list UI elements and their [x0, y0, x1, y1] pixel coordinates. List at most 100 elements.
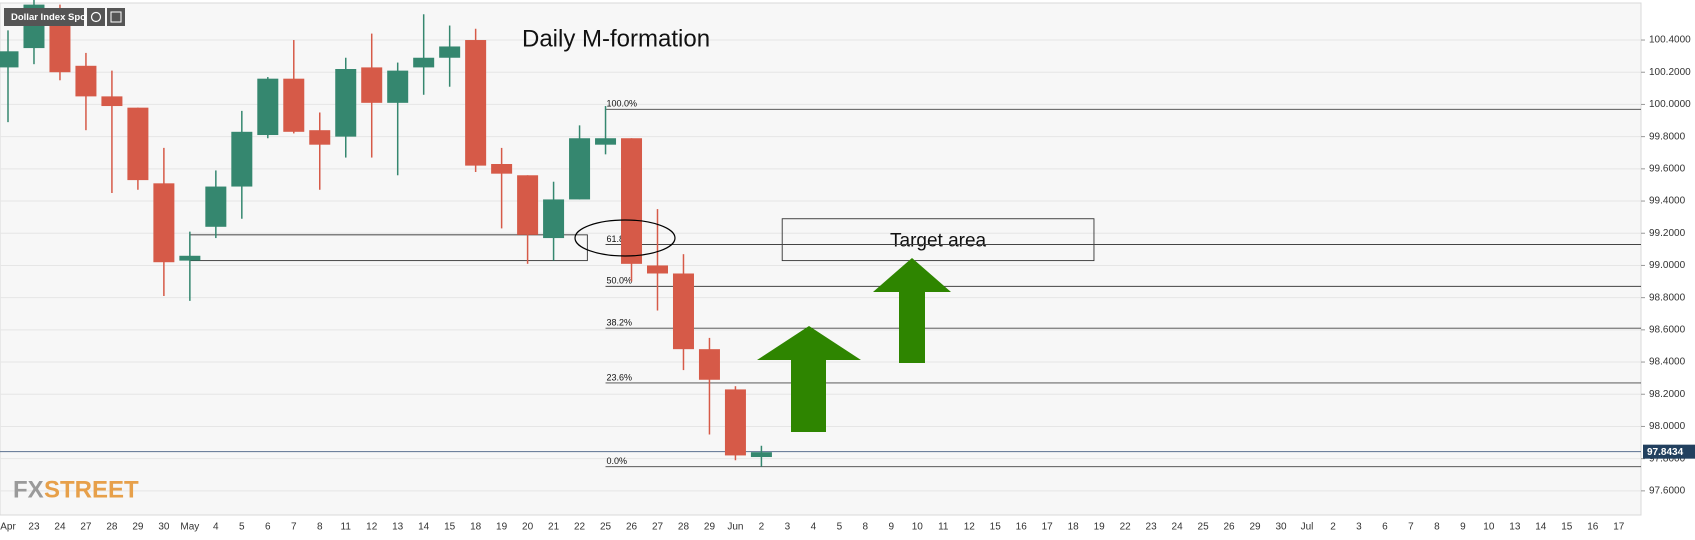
x-tick-label: 3 — [785, 522, 791, 533]
candle-body — [465, 40, 487, 166]
candle-body — [231, 131, 253, 187]
chart-type-icon — [110, 11, 122, 23]
x-tick-label: 15 — [1561, 522, 1573, 533]
x-tick-label: 13 — [1509, 522, 1521, 533]
candle-body — [569, 138, 591, 200]
y-tick-label: 100.2000 — [1649, 67, 1691, 78]
x-tick-label: 27 — [80, 522, 92, 533]
candle-body — [724, 389, 746, 456]
chart-title: Daily M-formation — [522, 25, 710, 52]
x-tick-label: 22 — [1120, 522, 1132, 533]
watermark-left: FX — [13, 476, 44, 503]
x-tick-label: 9 — [889, 522, 895, 533]
x-tick-label: 26 — [1223, 522, 1235, 533]
fib-label: 0.0% — [607, 456, 628, 466]
candle-body — [335, 69, 357, 137]
x-tick-label: 24 — [1172, 522, 1184, 533]
y-tick-label: 99.0000 — [1649, 260, 1686, 271]
candle-body — [387, 70, 409, 103]
x-tick-label: 16 — [1587, 522, 1599, 533]
x-tick-label: 4 — [213, 522, 219, 533]
y-tick-label: 99.4000 — [1649, 196, 1686, 207]
chart-type-button[interactable] — [107, 8, 125, 26]
x-tick-label: 6 — [265, 522, 271, 533]
refresh-icon — [90, 11, 102, 23]
x-tick-label: 13 — [392, 522, 404, 533]
candle-body — [621, 138, 643, 264]
x-tick-label: 10 — [912, 522, 924, 533]
current-price-label: 97.8434 — [1647, 447, 1684, 458]
fib-label: 38.2% — [607, 318, 633, 328]
x-tick-label: May — [180, 522, 199, 533]
x-tick-label: 30 — [1275, 522, 1287, 533]
y-tick-label: 97.8000 — [1649, 453, 1686, 464]
candle-body — [413, 57, 435, 68]
y-tick-label: 98.2000 — [1649, 389, 1686, 400]
candle-body — [439, 46, 461, 58]
x-tick-label: 2 — [759, 522, 765, 533]
candle-body — [75, 65, 97, 97]
candle-body — [750, 452, 772, 458]
x-tick-label: 12 — [366, 522, 378, 533]
candle-body — [101, 96, 123, 107]
fib-label: 61.8% — [607, 234, 633, 244]
candle-body — [49, 23, 71, 73]
instrument-name: Dollar Index Spot — [11, 12, 90, 23]
x-tick-label: 29 — [1249, 522, 1261, 533]
candle-body — [257, 78, 279, 136]
refresh-button[interactable] — [87, 8, 105, 26]
x-tick-label: 29 — [132, 522, 144, 533]
candle-body — [672, 273, 694, 350]
y-tick-label: 100.0000 — [1649, 99, 1691, 110]
x-tick-label: 23 — [1146, 522, 1158, 533]
x-tick-label: 11 — [341, 522, 352, 533]
x-tick-label: 8 — [317, 522, 323, 533]
candle-body — [0, 51, 19, 68]
x-tick-label: 18 — [1068, 522, 1080, 533]
x-tick-label: 7 — [1408, 522, 1414, 533]
up-arrow — [873, 258, 951, 363]
current-price-badge — [1643, 444, 1695, 459]
zone-box — [781, 218, 1095, 262]
candle-body — [361, 67, 383, 103]
x-tick-label: Jul — [1301, 522, 1314, 533]
watermark-right: STREET — [44, 476, 139, 503]
y-tick-label: 98.6000 — [1649, 324, 1686, 335]
y-tick-label: 97.6000 — [1649, 485, 1686, 496]
x-tick-label: 16 — [1016, 522, 1028, 533]
fib-label: 50.0% — [607, 276, 633, 286]
x-tick-label: Jun — [727, 522, 743, 533]
x-tick-label: 30 — [158, 522, 170, 533]
x-tick-label: 8 — [863, 522, 869, 533]
candle-body — [595, 138, 617, 145]
candle-body — [543, 199, 565, 239]
x-tick-label: 26 — [626, 522, 638, 533]
x-tick-label: 3 — [1356, 522, 1362, 533]
x-tick-label: 14 — [1535, 522, 1547, 533]
y-tick-label: 99.8000 — [1649, 131, 1686, 142]
candle-body — [179, 255, 201, 261]
candle-body — [517, 175, 539, 235]
x-tick-label: 17 — [1042, 522, 1054, 533]
x-tick-label: 23 — [28, 522, 40, 533]
instrument-badge — [4, 8, 84, 26]
candle-body — [127, 107, 149, 181]
y-tick-label: 98.0000 — [1649, 421, 1686, 432]
candle-body — [491, 164, 513, 174]
y-tick-label: 98.4000 — [1649, 357, 1686, 368]
x-tick-label: 9 — [1460, 522, 1466, 533]
x-tick-label: 27 — [652, 522, 664, 533]
candle-body — [698, 349, 720, 380]
y-tick-label: 98.8000 — [1649, 292, 1686, 303]
x-tick-label: 6 — [1382, 522, 1388, 533]
candle-body — [309, 130, 331, 145]
x-tick-label: 20 — [522, 522, 534, 533]
x-tick-label: 18 — [470, 522, 482, 533]
plot-area — [0, 2, 1642, 516]
x-tick-label: 29 — [704, 522, 716, 533]
x-tick-label: 8 — [1434, 522, 1440, 533]
up-arrow — [757, 326, 861, 432]
x-tick-label: 5 — [239, 522, 245, 533]
